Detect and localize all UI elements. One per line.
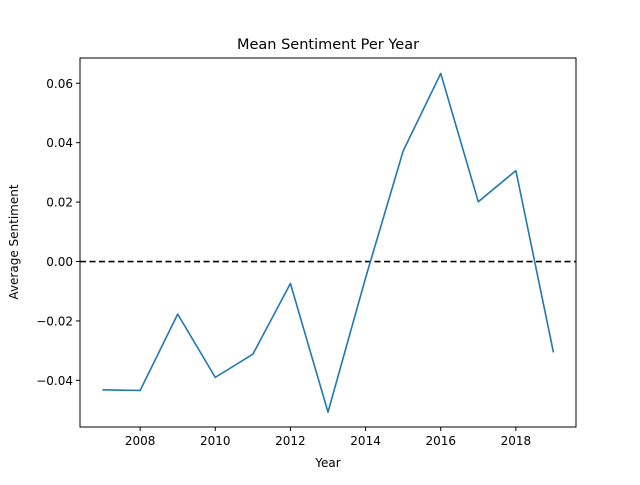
series-line-0 [102,72,555,413]
chart-title: Mean Sentiment Per Year [237,37,419,53]
y-tick-label: −0.04 [36,374,73,388]
axes-frame [79,57,577,428]
x-tick-label: 2010 [200,434,231,448]
x-tick-label: 2014 [350,434,381,448]
x-tick-label: 2012 [275,434,306,448]
y-tick-label: 0.00 [46,255,73,269]
x-tick-label: 2016 [425,434,456,448]
y-axis-label: Average Sentiment [7,184,21,299]
x-axis-label: Year [314,456,340,470]
y-tick-label: 0.06 [46,77,73,91]
y-tick-label: 0.02 [46,196,73,210]
x-tick-label: 2018 [501,434,532,448]
x-axis: 2008 2010 2012 2014 2016 2018 [125,427,531,448]
y-axis: −0.04 −0.02 0.00 0.02 0.04 0.06 [36,77,80,388]
x-tick-label: 2008 [125,434,156,448]
y-tick-label: −0.02 [36,314,73,328]
y-tick-label: 0.04 [46,136,73,150]
plot-area [80,72,576,413]
